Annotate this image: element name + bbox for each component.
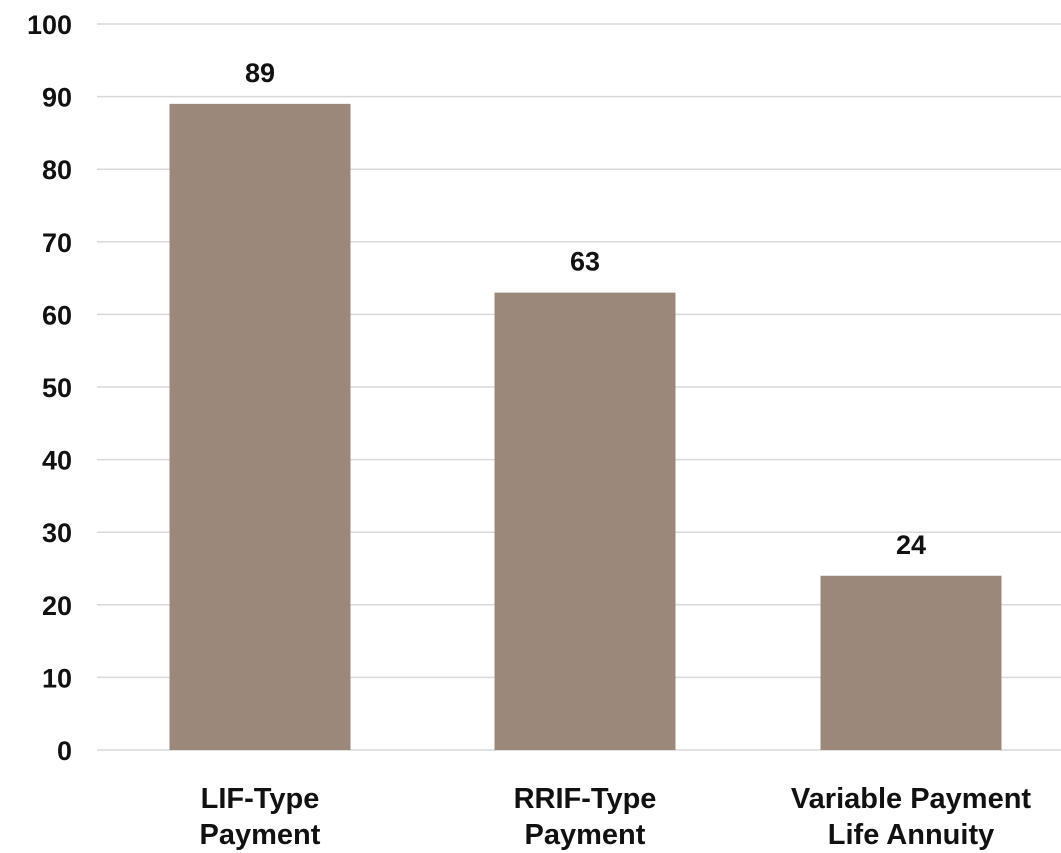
x-category-label: Life Annuity [828,819,994,851]
bars [169,103,1002,751]
bar-data-label: 63 [570,247,600,277]
x-category-label: LIF-Type [201,783,320,815]
bar-data-label: 89 [245,58,275,88]
x-axis-category-labels: LIF-Type Payment RRIF-Type Payment Variable … [200,783,1032,851]
y-tick-label: 40 [42,446,72,476]
y-tick-label: 80 [42,155,72,185]
y-tick-label: 90 [42,83,72,113]
y-tick-label: 60 [42,300,72,330]
bar [820,575,1002,750]
y-tick-label: 10 [42,663,72,693]
y-tick-label: 30 [42,518,72,548]
y-tick-label: 0 [57,736,72,766]
bar [169,103,351,751]
y-axis-tick-labels: 0 10 20 30 40 50 60 70 80 90 100 [27,10,72,766]
y-tick-label: 50 [42,373,72,403]
bar-data-label: 24 [896,530,926,560]
bar [494,292,676,750]
y-tick-label: 20 [42,591,72,621]
x-category-label: RRIF-Type [514,783,657,815]
data-labels: 89 63 24 [245,58,926,560]
y-tick-label: 70 [42,228,72,258]
x-category-label: Payment [525,819,646,851]
x-category-label: Payment [200,819,321,851]
x-category-label: Variable Payment [791,783,1032,815]
y-tick-label: 100 [27,10,72,40]
